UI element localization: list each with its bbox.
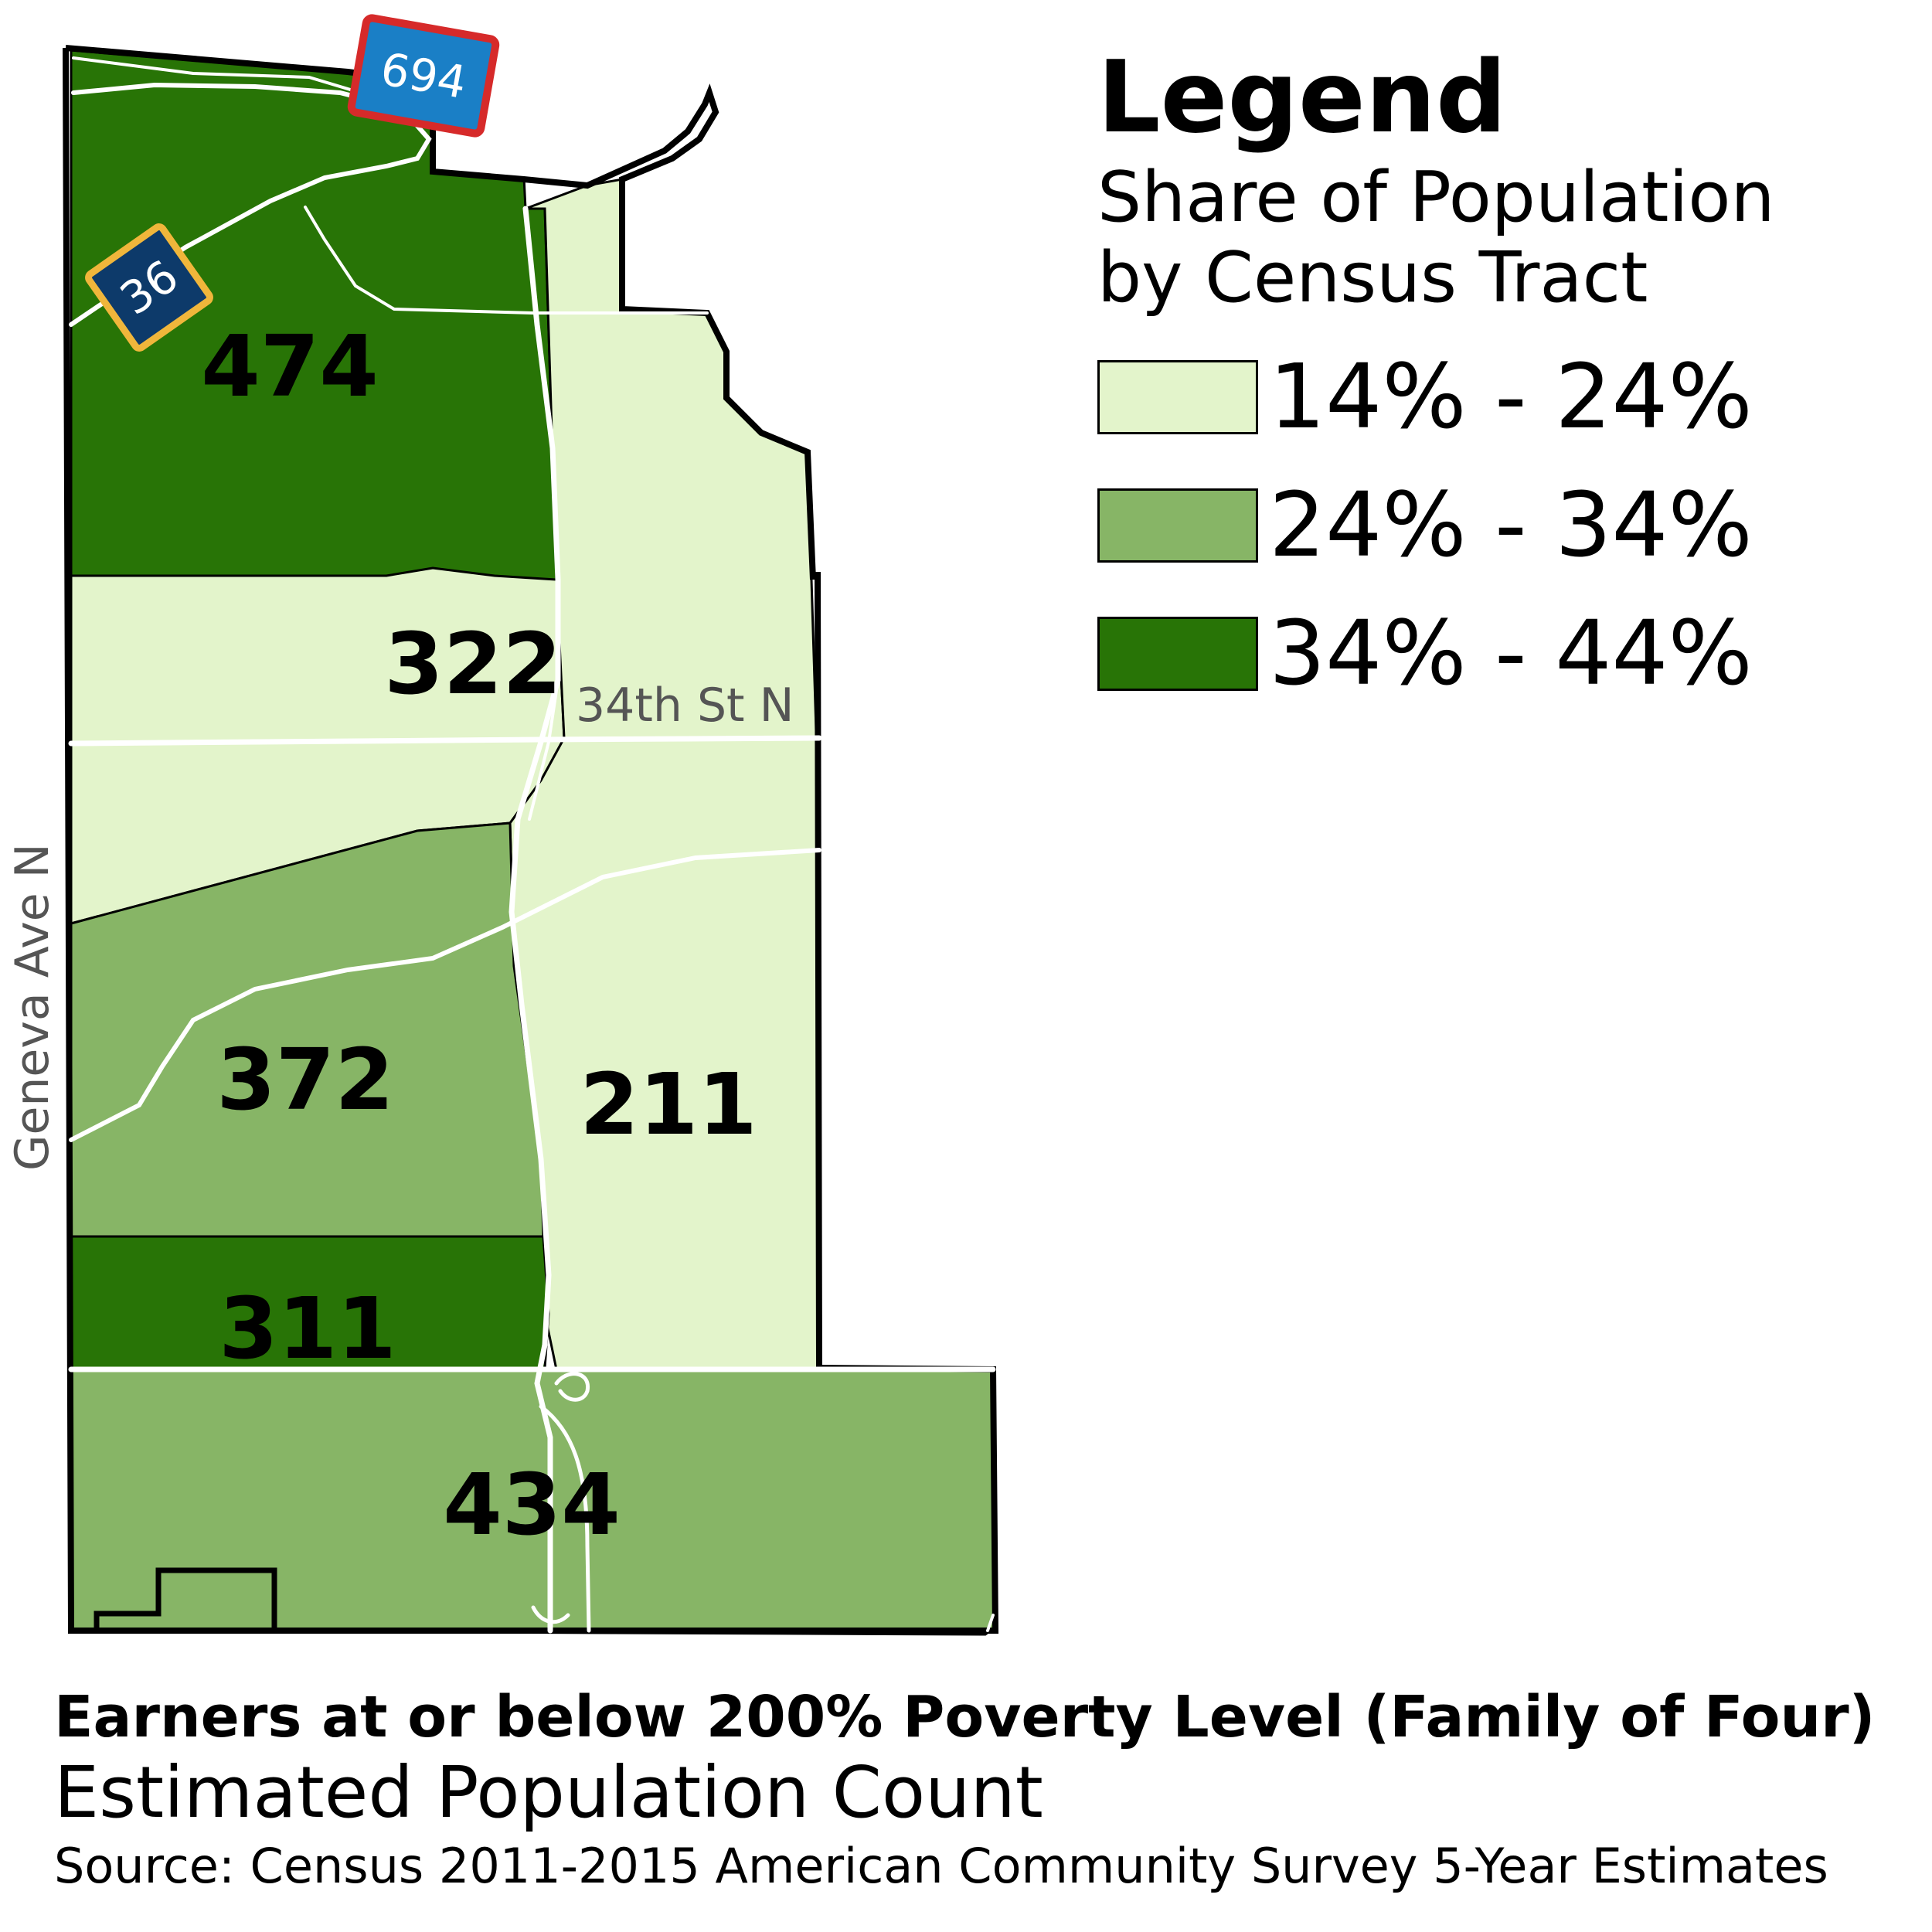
road-network xyxy=(68,56,996,1634)
legend-item-low: 14% - 24% xyxy=(1097,333,1909,461)
caption-source: Source: Census 2011-2015 American Commun… xyxy=(54,1838,1828,1895)
tract-label-322: 322 xyxy=(384,614,562,713)
east-west-road-upper xyxy=(68,735,822,747)
tract-label-372: 372 xyxy=(216,1030,394,1129)
caption-subtitle: Estimated Population Count xyxy=(54,1751,1043,1835)
east-edge-road xyxy=(986,1614,995,1632)
legend-subtitle: Share of Population by Census Tract xyxy=(1097,157,1775,318)
legend-swatch-mid xyxy=(1097,488,1258,563)
access-road-upper xyxy=(304,206,535,315)
tract-label-434: 434 xyxy=(443,1455,621,1554)
legend-label-high: 34% - 44% xyxy=(1269,601,1753,706)
legend-item-high: 34% - 44% xyxy=(1097,590,1909,718)
street-label-34th-st-n: 34th St N xyxy=(576,679,794,733)
legend-title: Legend xyxy=(1097,40,1507,155)
highway-694-ramp xyxy=(72,56,388,102)
boundary-notch xyxy=(94,1567,277,1629)
tract-211-area xyxy=(509,178,821,1371)
highway-694-road xyxy=(69,82,432,327)
tract-label-211: 211 xyxy=(580,1055,757,1154)
interchange-loop xyxy=(531,1372,591,1633)
interstate-694-shield: 694 xyxy=(347,14,500,138)
state-36-shield: 36 xyxy=(85,223,213,352)
caption-title: Earners at or below 200% Poverty Level (… xyxy=(54,1684,1876,1750)
diagonal-road xyxy=(69,848,821,1142)
legend-swatch-low xyxy=(1097,360,1258,435)
legend: Legend Share of Population by Census Tra… xyxy=(1097,46,1909,718)
legend-item-mid: 24% - 34% xyxy=(1097,461,1909,590)
legend-swatch-high xyxy=(1097,617,1258,692)
tract-label-311: 311 xyxy=(219,1279,396,1378)
city-boundary xyxy=(63,45,999,1634)
legend-label-mid: 24% - 34% xyxy=(1269,473,1753,577)
tract-label-474: 474 xyxy=(201,317,379,416)
street-label-geneva-ave-n: Geneva Ave N xyxy=(5,843,60,1171)
legend-label-low: 14% - 24% xyxy=(1269,345,1753,449)
map-caption: Earners at or below 200% Poverty Level (… xyxy=(54,1684,1909,1898)
